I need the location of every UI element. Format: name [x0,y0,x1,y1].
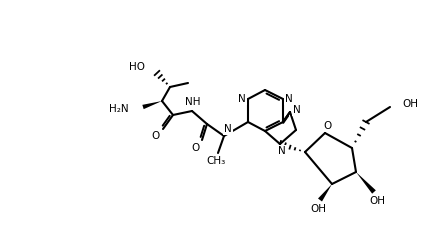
Text: N: N [293,105,301,115]
Polygon shape [318,184,332,202]
Text: O: O [191,143,199,153]
Text: OH: OH [402,99,418,109]
Text: O: O [151,131,159,141]
Text: OH: OH [369,196,385,206]
Polygon shape [142,101,162,109]
Text: OH: OH [310,204,326,214]
Text: N: N [278,146,286,156]
Text: CH₃: CH₃ [207,156,226,166]
Text: N: N [224,124,232,134]
Text: N: N [285,94,293,104]
Polygon shape [356,172,376,194]
Text: N: N [238,94,246,104]
Text: O: O [323,121,331,131]
Text: HO: HO [129,62,145,72]
Text: H₂N: H₂N [110,104,129,114]
Text: NH: NH [185,97,201,107]
